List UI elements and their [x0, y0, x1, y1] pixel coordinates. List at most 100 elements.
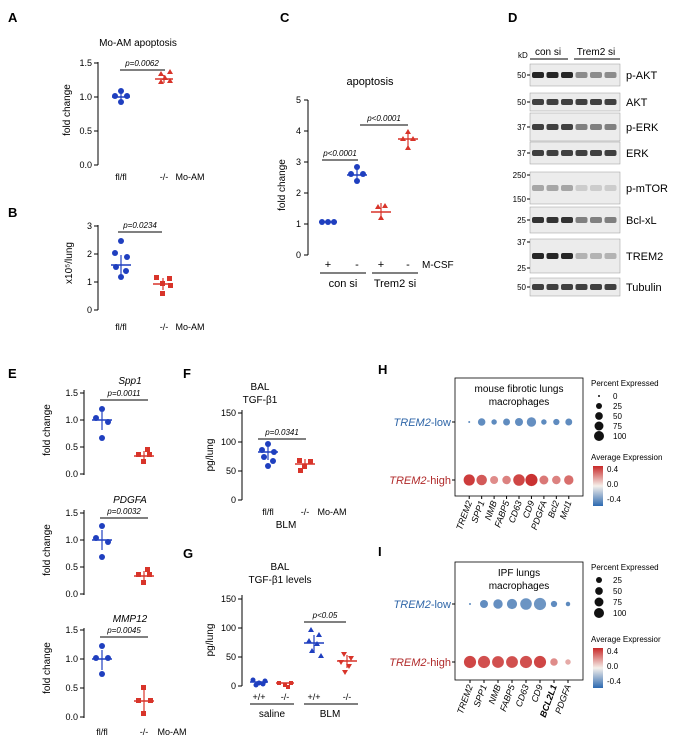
panel-a-pval: p=0.0062: [124, 59, 159, 68]
dot-high-mcl1: [564, 475, 574, 485]
legend-pct-value: 0: [613, 392, 618, 401]
panel-a-xlabel-flfl: fl/fl: [115, 172, 127, 182]
panel-a-xlabel-ko: -/-: [160, 172, 169, 182]
ytick: 100: [221, 623, 236, 633]
dot-high-cd9: [525, 473, 538, 487]
panel-c-title: apoptosis: [346, 76, 394, 88]
panel-a: A Mo-AM apoptosis fold change 0.0 0.5 1.…: [8, 10, 205, 182]
legend-pct-value: 75: [613, 598, 622, 607]
blot-band: [604, 124, 617, 130]
legend-avg-tick: 0.0: [607, 662, 619, 671]
legend-pct-dot: [596, 577, 602, 583]
ytick: 0.5: [65, 562, 78, 572]
dot-low-trem2: [469, 603, 471, 605]
panel-e-mmp12: MMP12 fold change 0.0 0.5 1.0 1.5 p=0.00…: [42, 614, 187, 737]
panel-g-xlabel-1: +/+: [252, 692, 265, 702]
blot-band: [604, 185, 617, 191]
panel-c-sign-2: -: [355, 259, 359, 271]
ytick: 2: [87, 249, 92, 259]
dot-low-cd9: [533, 597, 547, 611]
legend-pct-value: 75: [613, 422, 622, 431]
blot-mw: 37: [517, 238, 526, 247]
blot-band: [546, 99, 559, 105]
panel-f-label: F: [183, 366, 191, 381]
panel-e-mmp12-gene: MMP12: [113, 614, 148, 625]
blot-mw: 37: [517, 123, 526, 132]
blot-band: [590, 284, 602, 290]
blot-band: [590, 185, 602, 191]
panel-d-group-tremsi: Trem2 si: [577, 47, 616, 58]
panel-f-title1: BAL: [251, 382, 270, 393]
panel-f-pval: p=0.0341: [264, 428, 299, 437]
panel-c-label: C: [280, 10, 290, 25]
legend-avg-tick: 0.4: [607, 465, 619, 474]
panel-g-group-blm: BLM: [320, 709, 341, 720]
blot-row-p-akt: p-AKT 50: [517, 63, 657, 87]
panel-c-yticks: 0 1 2 3 4 5: [296, 95, 308, 260]
blot-label: p-mTOR: [626, 183, 668, 195]
legend-avg-tick: 0.4: [607, 647, 619, 656]
legend-pct-dot: [594, 431, 604, 441]
dot-low-pdgfa: [541, 419, 547, 425]
blot-band: [532, 99, 544, 105]
blot-mw: 250: [513, 171, 527, 180]
panel-c-tremsi-plus: [371, 203, 391, 220]
ytick: 50: [226, 466, 236, 476]
ytick: 0.0: [79, 160, 92, 170]
panel-d: D kD con si Trem2 si p-AKT 50 AKT 50 p-ERK 37…: [508, 10, 668, 297]
blot-band: [546, 124, 559, 130]
blot-band: [532, 253, 544, 259]
ytick: 1.5: [79, 58, 92, 68]
blot-band: [532, 72, 544, 78]
ytick: 1.5: [65, 508, 78, 518]
dot-high-fabp5: [502, 475, 511, 485]
panel-e-pdgfa-ylabel: fold change: [42, 524, 53, 576]
legend-pct-value: 50: [613, 412, 622, 421]
legend-pct-value: 25: [613, 402, 622, 411]
panel-g-xlabel-3: +/+: [307, 692, 320, 702]
blot-band: [590, 150, 602, 156]
panel-label: H: [378, 362, 387, 377]
legend-pct-dot: [594, 421, 604, 431]
ytick: 100: [221, 437, 236, 447]
dot-high-pdgfa: [565, 659, 571, 665]
blot-band: [561, 185, 573, 191]
ytick: 2: [296, 188, 301, 198]
blot-band: [546, 150, 559, 156]
dot-low-nmb: [491, 419, 497, 425]
dot-high-trem2: [463, 474, 475, 486]
panel-c-tremsi-minus: [398, 129, 418, 150]
dot-high-fabp5: [506, 656, 518, 668]
row-label-low: TREM2-low: [394, 599, 452, 611]
ytick: 0.0: [65, 589, 78, 599]
blot-mw: 25: [517, 216, 526, 225]
blot-row-p-mtor: p-mTOR 250 150: [513, 171, 668, 205]
dot-high-cd9: [533, 655, 547, 669]
blot-band: [546, 217, 559, 223]
blot-band: [532, 150, 544, 156]
dot-high-trem2: [463, 655, 477, 669]
blot-row-tubulin: Tubulin 50: [517, 277, 662, 297]
legend-pct-title: Percent Expressed: [591, 563, 659, 572]
legend-pct-title: Percent Expressed: [591, 379, 659, 388]
panel-d-blots: p-AKT 50 AKT 50 p-ERK 37 ERK 37 p-mTOR 250 150 Bcl-…: [513, 63, 668, 297]
panel-f-xgroup: Mo-AM: [318, 507, 347, 517]
blot-band: [604, 253, 617, 259]
panel-b-fl-dots: [111, 238, 131, 280]
blot-band: [532, 185, 544, 191]
blot-mw: 37: [517, 149, 526, 158]
blot-mw: 150: [513, 195, 527, 204]
dotplot-frame: [454, 561, 584, 681]
dot-high-nmb: [490, 475, 499, 485]
panel-g-title1: BAL: [271, 562, 290, 573]
legend-pct-value: 100: [613, 609, 627, 618]
ytick: 1.0: [65, 535, 78, 545]
panel-f-title2: TGF-β1: [243, 395, 278, 406]
legend-avg-title: Average Expression: [591, 453, 662, 462]
blot-band: [604, 284, 617, 290]
dot-low-bcl2: [553, 418, 560, 426]
panel-e-spp1-ylabel: fold change: [42, 404, 53, 456]
blot-label: Tubulin: [626, 282, 662, 294]
dot-high-spp1: [477, 655, 491, 669]
